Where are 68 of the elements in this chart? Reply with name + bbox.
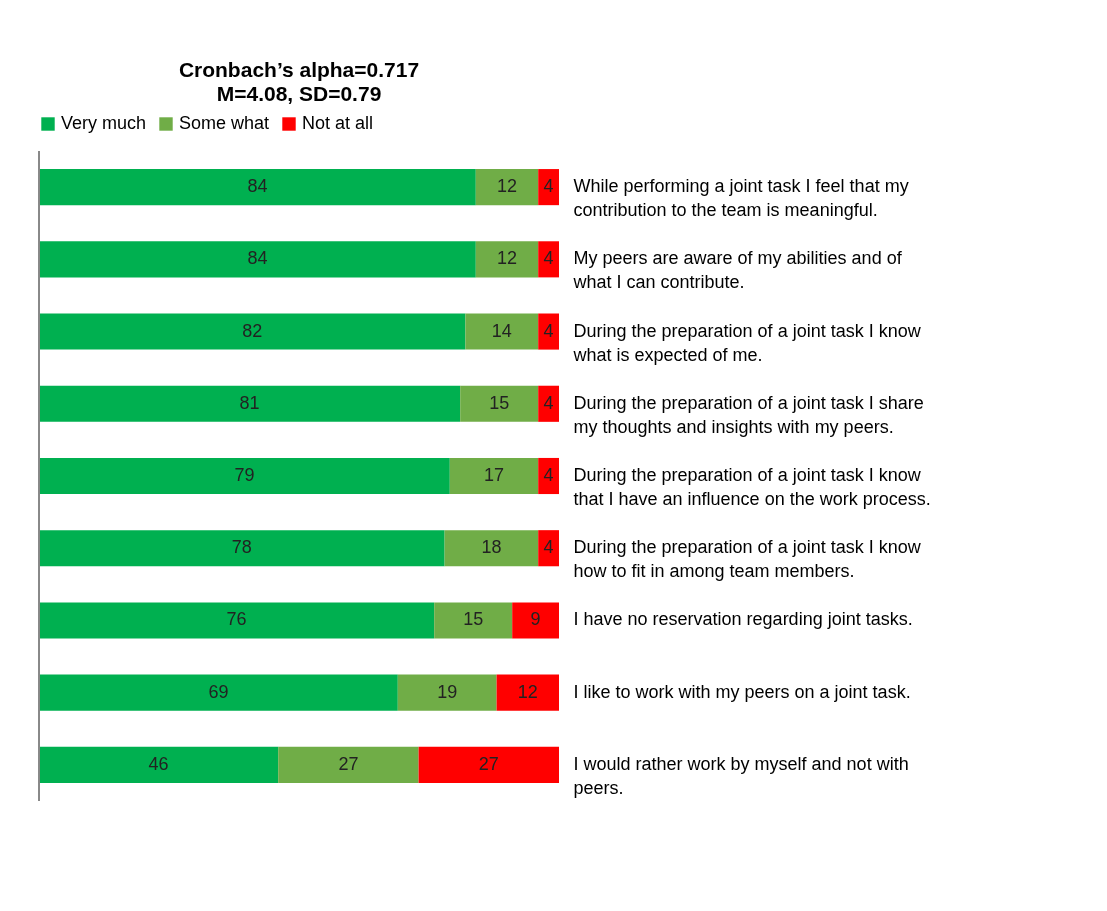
bar [397,674,497,711]
bar [39,674,398,711]
bar [538,385,559,422]
data-label: 12 [496,176,518,197]
data-label: 82 [242,320,263,341]
y-tick-label: I have no reservation regarding joint tasks. [573,609,913,630]
data-label: 76 [226,609,247,630]
bar [278,746,419,783]
bar [418,746,559,783]
data-label: 81 [239,392,260,413]
bar [39,746,279,783]
chart-title: Cronbach’s alpha=0.717 [178,58,420,81]
data-label: 84 [247,176,268,197]
bar [39,457,450,495]
bar [449,457,539,495]
bar [39,385,461,422]
bar [475,169,539,206]
bar [475,241,539,278]
bar [460,385,539,422]
data-label: 14 [491,320,512,341]
bar [538,530,559,567]
y-tick-label: I would rather work by myself and not with peers. [573,753,909,798]
data-label: 46 [148,753,169,774]
bar [496,674,559,711]
data-label: 9 [530,609,541,630]
data-label: 4 [543,465,554,485]
data-label: 17 [483,465,505,485]
y-tick-label: During the preparation of a joint task I know that I have an influence on the work process. [573,465,931,509]
bar [538,241,559,278]
data-label: 15 [463,609,484,630]
data-label: 12 [496,248,518,269]
data-label: 4 [543,176,554,197]
bar [39,530,445,567]
data-label: 84 [247,248,268,269]
bar [39,169,476,206]
y-tick-label: My peers are aware of my abilities and of what I can contribute. [572,248,903,293]
bar [465,313,539,350]
y-tick-label: While performing a joint task I feel that my contribution to the team is meaningful. [573,176,909,221]
bar [538,313,559,350]
bar [39,241,476,278]
chart-subtitle: M=4.08, SD=0.79 [216,82,382,105]
data-label: 12 [517,681,538,702]
bar [434,602,513,639]
legend-label: Very much [61,113,147,133]
data-label: 4 [543,320,554,341]
data-label: 4 [543,537,554,558]
data-label: 69 [208,681,229,702]
data-label: 79 [234,465,255,485]
bar [39,602,435,639]
bar [538,457,559,495]
data-label: 18 [481,537,502,558]
data-label: 27 [478,753,499,774]
data-label: 78 [231,537,252,558]
data-label: 15 [489,392,510,413]
data-label: 4 [543,248,554,269]
bar [538,169,559,206]
legend-label: Not at all [302,113,374,133]
y-tick-label: During the preparation of a joint task I share my thoughts and insights with my peers. [573,392,924,437]
y-tick-label: During the preparation of a joint task I know how to fit in among team members. [573,537,922,582]
y-tick-label: During the preparation of a joint task I know what is expected of me. [572,320,922,365]
bar [444,530,539,567]
data-label: 4 [543,392,554,413]
y-tick-label: I like to work with my peers on a joint task. [573,681,911,702]
bar [39,313,466,350]
data-label: 27 [338,753,359,774]
bar [512,602,559,639]
data-label: 19 [437,681,458,702]
legend-label: Some what [179,113,270,133]
